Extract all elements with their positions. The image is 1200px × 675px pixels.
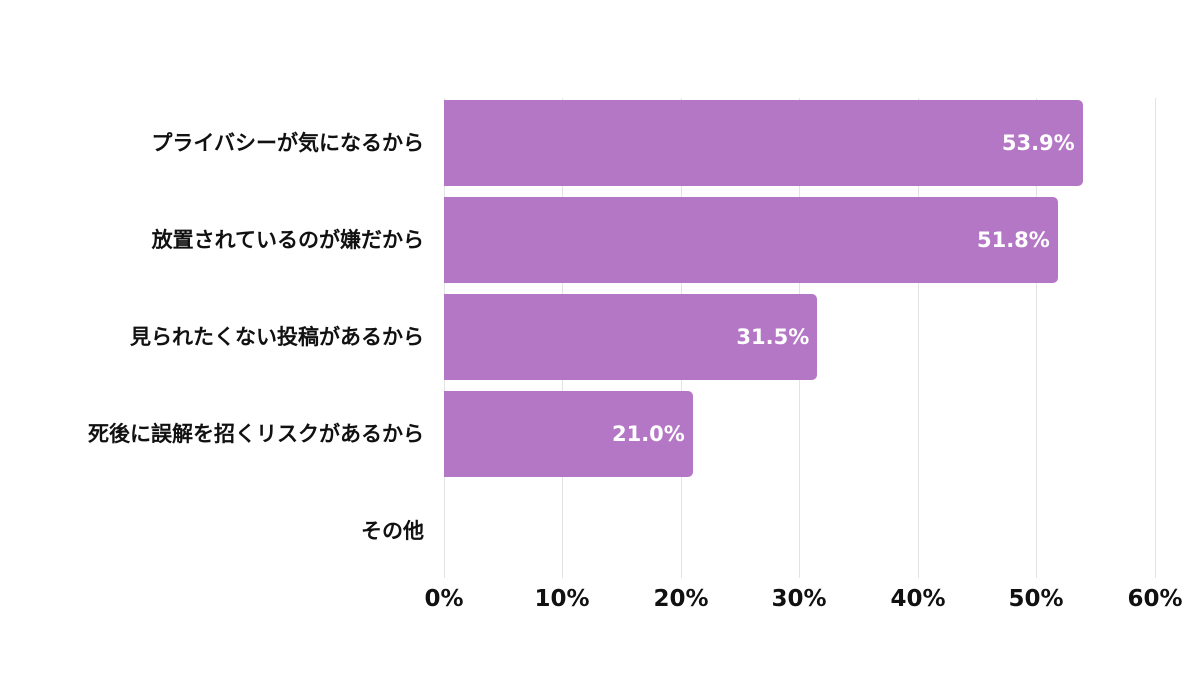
category-label: 死後に誤解を招くリスクがあるから — [88, 422, 424, 446]
x-tick-label: 10% — [534, 586, 590, 612]
category-label: その他 — [361, 519, 424, 543]
gridline-40 — [918, 98, 919, 578]
category-label: プライバシーが気になるから — [151, 131, 424, 155]
bar: 21.0% — [444, 391, 693, 477]
x-tick-label: 0% — [424, 586, 464, 612]
x-tick-label: 20% — [653, 586, 709, 612]
x-tick-label: 50% — [1008, 586, 1064, 612]
bar: 53.9% — [444, 100, 1083, 186]
x-tick-label: 40% — [890, 586, 946, 612]
bar-value-label: 31.5% — [736, 325, 810, 349]
bar: 31.5% — [444, 294, 818, 380]
x-tick-label: 60% — [1127, 586, 1183, 612]
gridline-50 — [1036, 98, 1037, 578]
bar-value-label: 21.0% — [611, 422, 685, 446]
bar-value-label: 53.9% — [1001, 131, 1075, 155]
bar: 51.8% — [444, 197, 1058, 283]
category-label: 見られたくない投稿があるから — [130, 325, 424, 349]
x-tick-label: 30% — [771, 586, 827, 612]
category-label: 放置されているのが嫌だから — [151, 228, 424, 252]
bar-value-label: 51.8% — [976, 228, 1050, 252]
gridline-60 — [1155, 98, 1156, 578]
